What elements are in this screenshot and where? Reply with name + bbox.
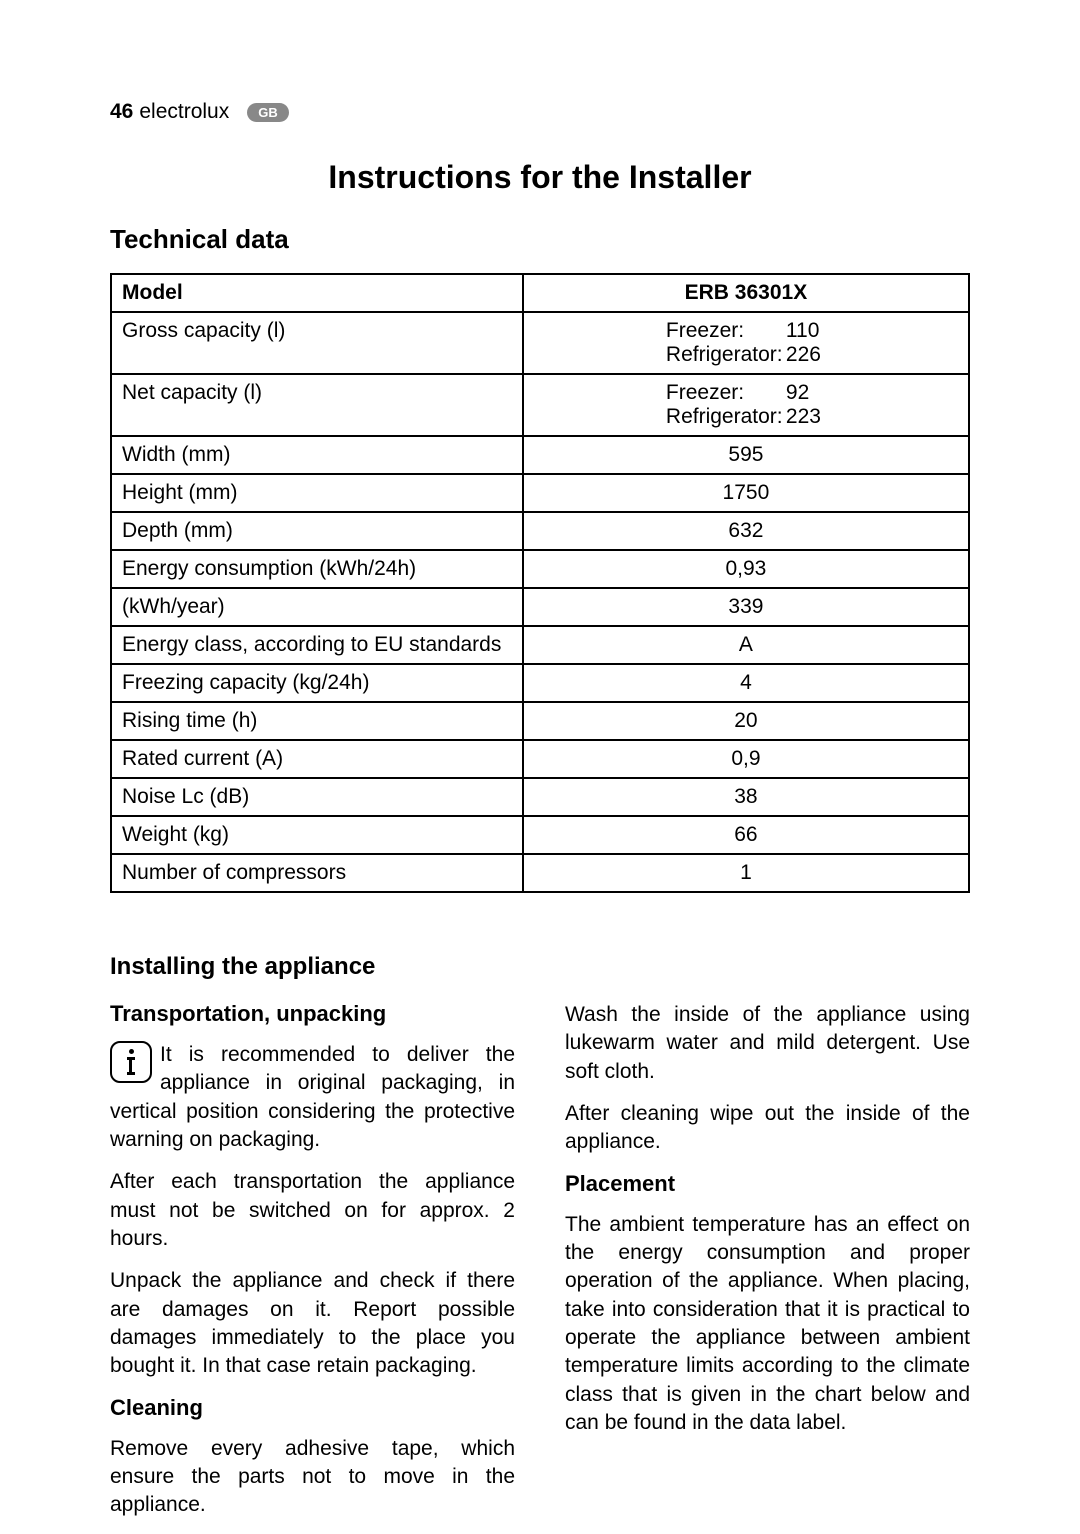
table-row: Gross capacity (l)Freezer:110Refrigerato… xyxy=(111,312,969,374)
table-row: Noise Lc (dB)38 xyxy=(111,778,969,816)
table-row: Freezing capacity (kg/24h)4 xyxy=(111,664,969,702)
installing-title: Installing the appliance xyxy=(110,953,970,981)
table-cell-label: Width (mm) xyxy=(111,436,523,474)
page-number: 46 xyxy=(110,100,133,124)
table-cell-label: Height (mm) xyxy=(111,474,523,512)
language-badge: GB xyxy=(247,103,289,122)
placement-title: Placement xyxy=(565,1171,970,1197)
table-row: Weight (kg)66 xyxy=(111,816,969,854)
table-header-model: Model xyxy=(111,274,523,312)
cleaning-title: Cleaning xyxy=(110,1395,515,1421)
table-cell-label: Energy class, according to EU standards xyxy=(111,626,523,664)
table-cell-label: Freezing capacity (kg/24h) xyxy=(111,664,523,702)
table-cell-value: Freezer:92Refrigerator:223 xyxy=(523,374,969,436)
table-row: Height (mm)1750 xyxy=(111,474,969,512)
cleaning-p1: Remove every adhesive tape, which ensure… xyxy=(110,1435,515,1520)
table-cell-label: (kWh/year) xyxy=(111,588,523,626)
table-header-row: Model ERB 36301X xyxy=(111,274,969,312)
table-cell-label: Rising time (h) xyxy=(111,702,523,740)
technical-data-title: Technical data xyxy=(110,224,970,255)
main-title: Instructions for the Installer xyxy=(110,159,970,196)
table-cell-value: 595 xyxy=(523,436,969,474)
transportation-title: Transportation, unpacking xyxy=(110,1001,515,1027)
page-header: 46 electrolux GB xyxy=(110,100,970,124)
p1-text: It is recommended to deliver the applian… xyxy=(110,1043,515,1151)
table-row: Rising time (h)20 xyxy=(111,702,969,740)
table-cell-value: 4 xyxy=(523,664,969,702)
table-cell-value: 0,93 xyxy=(523,550,969,588)
table-cell-value: 632 xyxy=(523,512,969,550)
table-cell-value: 20 xyxy=(523,702,969,740)
right-p1: Wash the inside of the appliance using l… xyxy=(565,1001,970,1086)
transportation-p1: It is recommended to deliver the applian… xyxy=(110,1041,515,1154)
table-row: (kWh/year)339 xyxy=(111,588,969,626)
table-cell-value: 66 xyxy=(523,816,969,854)
transportation-p3: Unpack the appliance and check if there … xyxy=(110,1267,515,1380)
table-row: Net capacity (l)Freezer:92Refrigerator:2… xyxy=(111,374,969,436)
table-row: Energy class, according to EU standardsA xyxy=(111,626,969,664)
table-row: Energy consumption (kWh/24h)0,93 xyxy=(111,550,969,588)
table-cell-value: Freezer:110Refrigerator:226 xyxy=(523,312,969,374)
table-cell-label: Depth (mm) xyxy=(111,512,523,550)
table-cell-label: Net capacity (l) xyxy=(111,374,523,436)
table-cell-value: 1 xyxy=(523,854,969,892)
table-cell-value: 0,9 xyxy=(523,740,969,778)
table-cell-label: Rated current (A) xyxy=(111,740,523,778)
table-cell-label: Gross capacity (l) xyxy=(111,312,523,374)
info-icon xyxy=(110,1041,152,1083)
left-column: Transportation, unpacking It is recommen… xyxy=(110,1001,515,1534)
table-cell-label: Number of compressors xyxy=(111,854,523,892)
transportation-p2: After each transportation the appliance … xyxy=(110,1168,515,1253)
table-row: Rated current (A)0,9 xyxy=(111,740,969,778)
placement-p1: The ambient temperature has an effect on… xyxy=(565,1211,970,1438)
content-columns: Transportation, unpacking It is recommen… xyxy=(110,1001,970,1534)
table-row: Number of compressors1 xyxy=(111,854,969,892)
table-cell-value: 38 xyxy=(523,778,969,816)
table-cell-value: A xyxy=(523,626,969,664)
right-column: Wash the inside of the appliance using l… xyxy=(565,1001,970,1534)
table-row: Width (mm)595 xyxy=(111,436,969,474)
table-cell-value: 1750 xyxy=(523,474,969,512)
table-cell-value: 339 xyxy=(523,588,969,626)
table-header-value: ERB 36301X xyxy=(523,274,969,312)
table-row: Depth (mm)632 xyxy=(111,512,969,550)
right-p2: After cleaning wipe out the inside of th… xyxy=(565,1100,970,1157)
table-cell-label: Weight (kg) xyxy=(111,816,523,854)
brand-name: electrolux xyxy=(139,100,229,124)
table-cell-label: Noise Lc (dB) xyxy=(111,778,523,816)
table-cell-label: Energy consumption (kWh/24h) xyxy=(111,550,523,588)
technical-data-table: Model ERB 36301X Gross capacity (l)Freez… xyxy=(110,273,970,893)
